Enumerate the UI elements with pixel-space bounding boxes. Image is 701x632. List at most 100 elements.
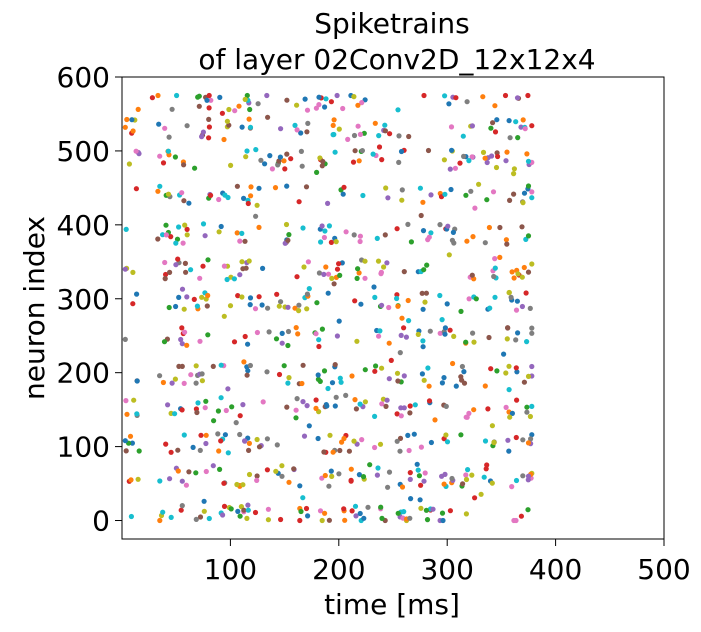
spike-point <box>332 149 338 155</box>
spike-point <box>178 507 184 513</box>
spike-point <box>179 190 185 196</box>
spike-point <box>514 369 520 375</box>
spike-point <box>510 171 517 177</box>
spike-point <box>194 303 200 309</box>
spike-point <box>321 368 328 374</box>
spike-point <box>379 401 385 407</box>
spike-point <box>234 183 240 189</box>
spike-point <box>360 474 367 480</box>
spike-point <box>372 120 378 126</box>
spike-point <box>198 432 204 438</box>
spike-point <box>351 232 357 238</box>
spike-point <box>241 359 247 365</box>
spike-point <box>450 229 456 235</box>
spike-point <box>284 404 290 410</box>
spike-point <box>286 479 292 485</box>
spike-point <box>200 263 206 269</box>
spike-point <box>237 513 243 519</box>
spike-point <box>355 266 361 272</box>
spike-point <box>327 432 333 438</box>
spike-point <box>415 467 421 473</box>
spike-point <box>329 275 335 281</box>
spike-point <box>426 398 433 404</box>
spike-point <box>525 269 532 275</box>
spike-point <box>379 515 385 522</box>
spike-point <box>279 463 285 469</box>
spike-point <box>197 447 203 453</box>
spike-point <box>522 126 528 132</box>
spike-point <box>225 386 231 392</box>
spike-point <box>509 410 515 416</box>
spike-point <box>367 462 373 468</box>
spike-point <box>484 197 490 203</box>
spike-point <box>441 375 447 381</box>
spike-point <box>418 444 424 450</box>
spike-point <box>244 92 250 99</box>
spike-point <box>245 502 251 508</box>
spike-point <box>135 106 141 112</box>
spike-point <box>396 159 402 165</box>
spike-point <box>306 423 312 429</box>
spike-point <box>260 265 266 271</box>
spike-point <box>322 228 328 234</box>
spike-point <box>305 259 311 265</box>
spike-point <box>246 258 252 264</box>
spike-point <box>515 271 521 277</box>
spike-point <box>228 506 234 512</box>
spike-point <box>286 232 292 238</box>
spike-point <box>492 129 499 135</box>
spike-point <box>470 330 476 336</box>
spike-point <box>418 505 424 511</box>
spike-point <box>513 365 519 371</box>
spike-point <box>297 517 303 524</box>
spike-point <box>165 191 172 197</box>
spike-point <box>165 402 171 408</box>
spike-point <box>191 296 197 302</box>
spike-point <box>375 465 381 471</box>
y-axis-label: neuron index <box>18 216 51 400</box>
spike-point <box>513 434 519 441</box>
spike-point <box>304 129 310 135</box>
spike-point <box>509 484 515 490</box>
spike-point <box>129 117 135 123</box>
spike-point <box>401 325 407 331</box>
spike-point <box>337 375 343 381</box>
spike-point <box>273 468 279 474</box>
x-axis-label: time [ms] <box>324 588 460 621</box>
spike-point <box>256 294 262 300</box>
spike-point <box>446 252 452 258</box>
spike-point <box>492 103 498 109</box>
spike-point <box>231 276 237 282</box>
spike-point <box>490 120 496 126</box>
spike-point <box>242 238 248 244</box>
spike-point <box>529 432 535 438</box>
spike-point <box>398 332 404 338</box>
spike-point <box>524 339 530 345</box>
spike-point <box>168 234 174 240</box>
spike-point <box>494 368 500 374</box>
spike-point <box>425 365 431 371</box>
spike-point <box>331 117 337 123</box>
spike-point <box>425 147 432 154</box>
spike-point <box>322 510 328 516</box>
spike-point <box>130 301 136 307</box>
spike-point <box>163 232 169 238</box>
spike-point <box>341 506 347 512</box>
spike-point <box>504 336 510 342</box>
spike-point <box>239 294 245 300</box>
spike-point <box>529 195 535 201</box>
spike-point <box>353 513 359 519</box>
spike-point <box>300 399 306 405</box>
spike-point <box>320 158 326 165</box>
spike-point <box>254 202 260 208</box>
spike-point <box>524 151 530 157</box>
spike-point <box>407 515 413 521</box>
spike-point <box>377 441 384 447</box>
spike-point <box>265 114 271 120</box>
spike-point <box>408 239 414 245</box>
spike-point <box>469 272 475 278</box>
spike-point <box>234 481 240 488</box>
spike-point <box>160 232 166 238</box>
spike-point <box>481 474 487 480</box>
spike-point <box>418 212 424 219</box>
